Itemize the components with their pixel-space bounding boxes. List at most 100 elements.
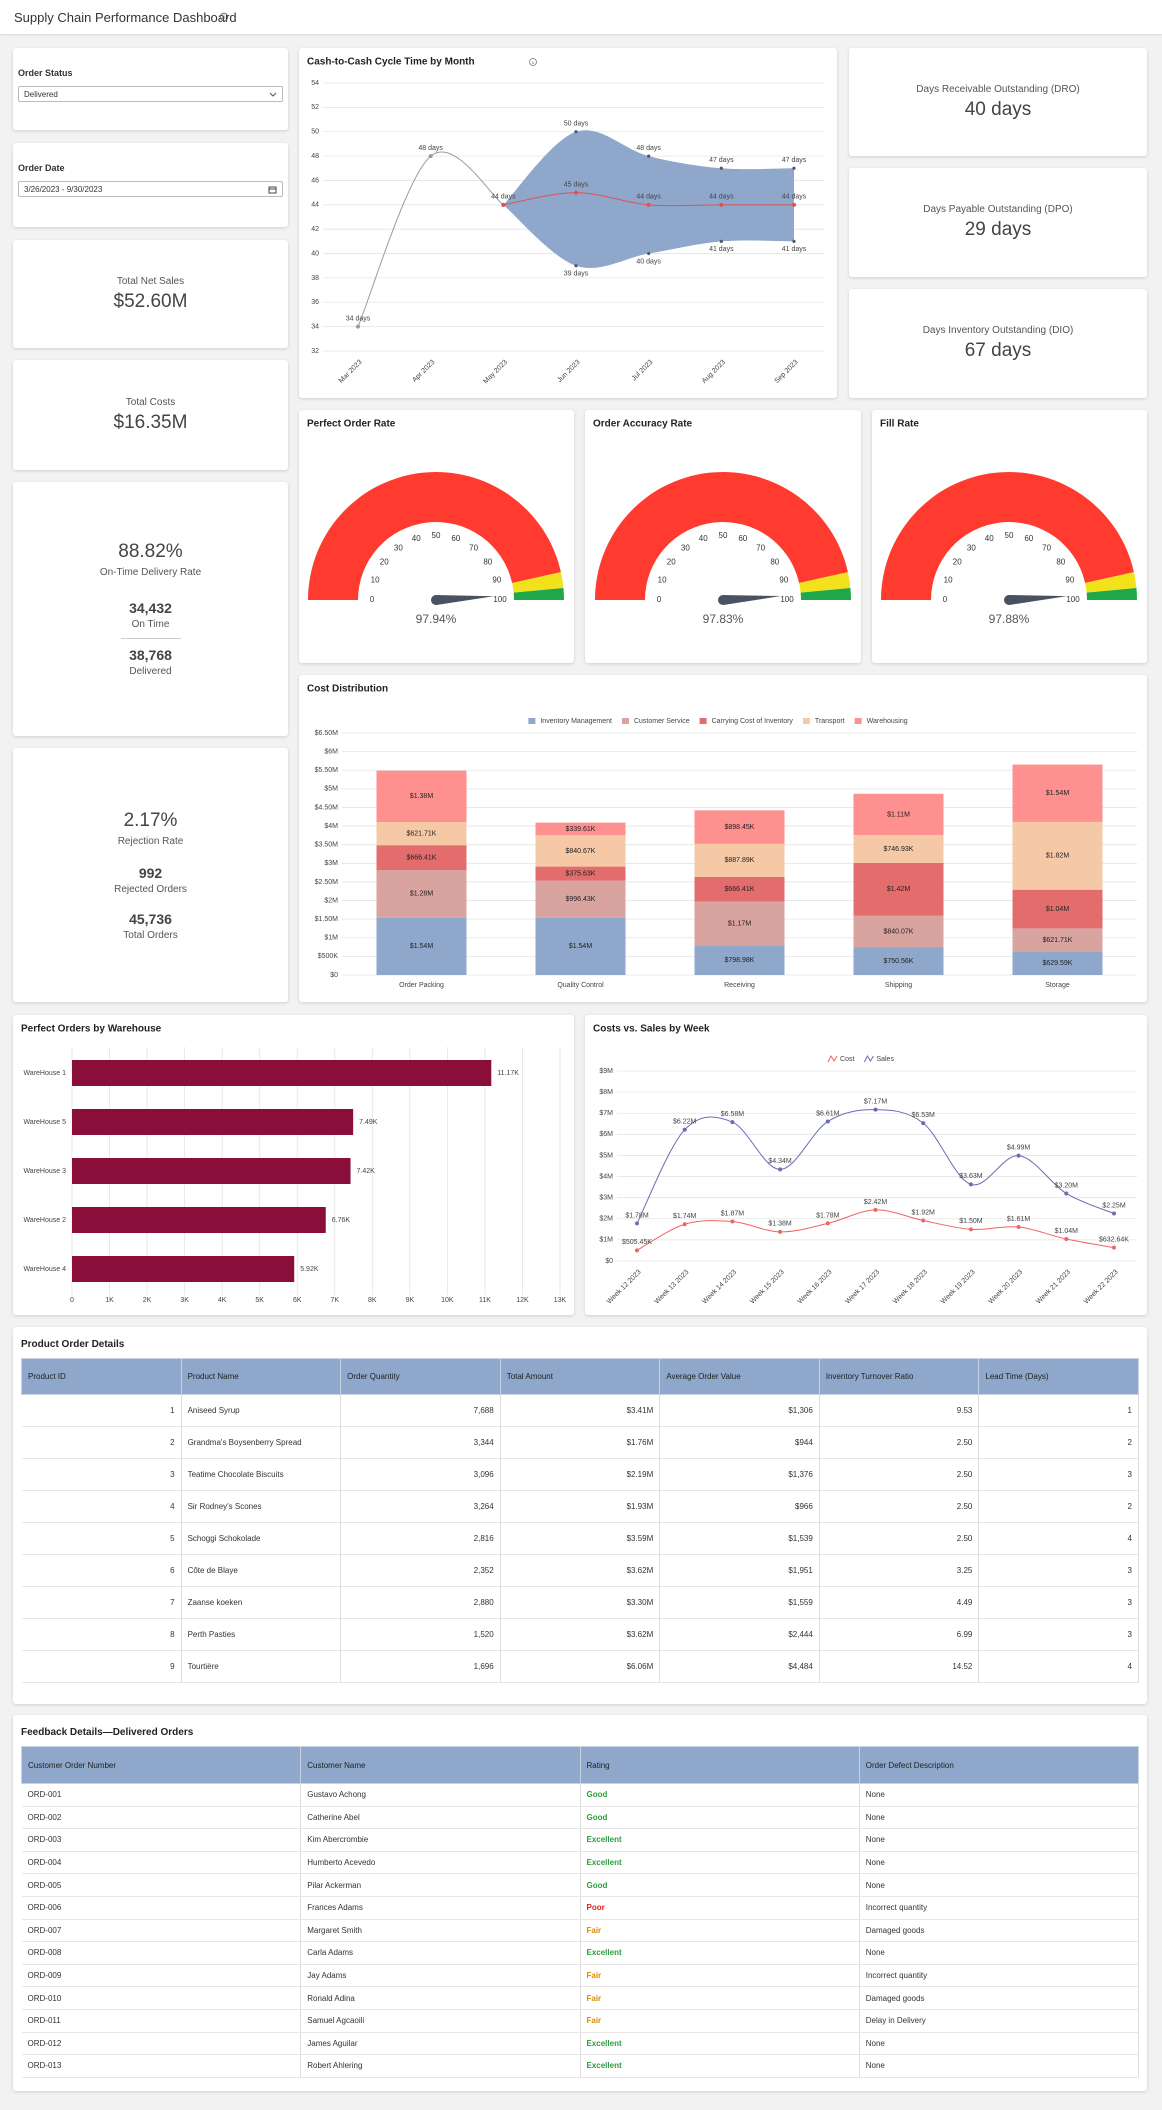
table-title: Product Order Details xyxy=(21,1339,125,1350)
table-row: 2 Grandma's Boysenberry Spread 3,344 $1.76M… xyxy=(21,1426,1139,1459)
column-header: Lead Time (Days) xyxy=(978,1358,1139,1395)
table-row: 9 Tourtière 1,696 $6.06M $4,484 14.52 4 xyxy=(21,1650,1139,1683)
table-cell: Fair xyxy=(580,1964,860,1988)
data-label: $666.41K xyxy=(407,854,437,861)
bar-segment xyxy=(1012,951,1103,975)
x-tick-label: May 2023 xyxy=(482,359,509,386)
legend-icon xyxy=(802,718,810,724)
info-icon xyxy=(219,12,229,22)
table-cell: $2.19M xyxy=(500,1458,661,1491)
data-label: $666.41K xyxy=(725,886,755,893)
table-cell: $966 xyxy=(659,1490,820,1523)
table-cell: 4 xyxy=(978,1650,1139,1683)
table-cell: Ronald Adina xyxy=(300,1986,581,2010)
table-cell: 2.50 xyxy=(819,1490,980,1523)
data-label: $1.92M xyxy=(912,1209,936,1216)
data-label: 45 days xyxy=(564,181,589,188)
gauge-tick-label: 30 xyxy=(681,543,690,552)
x-tick-label: Quality Control xyxy=(557,982,604,989)
gauge-tick-label: 70 xyxy=(1042,543,1051,552)
date-range-input[interactable]: 3/26/2023 - 9/30/2023 xyxy=(18,181,283,197)
data-label: $840.07K xyxy=(884,928,914,935)
table-cell: Pilar Ackerman xyxy=(300,1873,581,1897)
filter-card: Order Status Delivered xyxy=(13,48,288,130)
bar-segment xyxy=(1012,928,1103,952)
gauge-tick-label: 60 xyxy=(1024,534,1033,543)
bar xyxy=(72,1207,326,1233)
table-cell: ORD-006 xyxy=(21,1896,302,1920)
y-tick-label: $3M xyxy=(324,860,338,867)
table-row: ORD-006 Frances Adams Poor Incorrect quanti… xyxy=(21,1896,1140,1920)
table-cell: 3 xyxy=(978,1586,1139,1619)
range-point xyxy=(792,239,796,243)
x-tick-label: 5K xyxy=(255,1297,264,1304)
range-point xyxy=(792,166,796,170)
point xyxy=(873,1107,878,1112)
table-row: ORD-010 Ronald Adina Fair Damaged goods xyxy=(21,1986,1140,2010)
data-label: $3.20M xyxy=(1055,1182,1079,1189)
data-label: $898.45K xyxy=(725,824,755,831)
data-label: $1.87M xyxy=(721,1210,745,1217)
gauge-tick-label: 80 xyxy=(1056,557,1065,566)
range-point xyxy=(719,166,723,170)
table-cell: ORD-002 xyxy=(21,1806,302,1830)
kpi-label: Total Orders xyxy=(123,929,178,941)
point xyxy=(1016,1153,1021,1158)
table-row: ORD-012 James Aguilar Excellent None xyxy=(21,2032,1140,2056)
table-cell: Incorrect quantity xyxy=(859,1896,1140,1920)
data-label: $339.61K xyxy=(566,826,596,833)
data-label: $1.42M xyxy=(887,886,911,893)
data-label: $750.56K xyxy=(884,958,914,965)
x-tick-label: Week 15 2023 xyxy=(749,1269,786,1306)
point xyxy=(778,1167,783,1172)
point xyxy=(873,1207,878,1212)
point xyxy=(719,202,724,207)
point xyxy=(1064,1191,1069,1196)
point xyxy=(921,1218,926,1223)
x-tick-label: 8K xyxy=(368,1297,377,1304)
y-tick-label: $8M xyxy=(599,1089,613,1096)
table-card: Product Order Details Product ID Product … xyxy=(13,1327,1147,1704)
point xyxy=(635,1221,639,1226)
legend-item: Customer Service xyxy=(621,718,690,725)
table-cell: 1 xyxy=(978,1394,1139,1427)
table-cell: 6 xyxy=(21,1554,182,1587)
x-tick-label: Week 20 2023 xyxy=(988,1269,1025,1306)
table-cell: Côte de Blaye xyxy=(181,1554,342,1587)
range-point xyxy=(719,239,723,243)
kpi-value: $16.35M xyxy=(113,411,188,433)
legend-label: Cost xyxy=(840,1056,854,1063)
bar-segment xyxy=(694,843,785,877)
y-tick-label: 40 xyxy=(311,250,319,257)
filter-label: Order Date xyxy=(18,163,65,173)
table-row: ORD-005 Pilar Ackerman Good None xyxy=(21,1873,1140,1897)
table-row: ORD-007 Margaret Smith Fair Damaged goods xyxy=(21,1919,1140,1943)
y-tick-label: $6M xyxy=(324,748,338,755)
x-tick-label: Receiving xyxy=(724,982,755,989)
date-value: 3/26/2023 - 9/30/2023 xyxy=(24,185,103,194)
gauge-tick-label: 100 xyxy=(780,595,794,604)
bar-segment xyxy=(376,845,467,871)
y-tick-label: 32 xyxy=(311,348,319,355)
table-cell: 2.50 xyxy=(819,1426,980,1459)
line xyxy=(357,151,504,327)
gauge-tick-label: 30 xyxy=(394,543,403,552)
order-status-select[interactable]: Delivered xyxy=(18,86,283,102)
point xyxy=(1064,1237,1069,1242)
table-cell: $3.41M xyxy=(500,1394,661,1427)
y-tick-label: 38 xyxy=(311,275,319,282)
table-cell: 2 xyxy=(21,1426,182,1459)
bar-segment xyxy=(376,770,467,823)
point xyxy=(428,154,433,159)
y-tick-label: WareHouse 1 xyxy=(23,1070,66,1077)
chart-title: Order Accuracy Rate xyxy=(593,419,693,430)
bar-segment xyxy=(535,880,626,918)
table-cell: Gustavo Achong xyxy=(300,1783,581,1807)
chart-title: Costs vs. Sales by Week xyxy=(593,1024,710,1035)
table-row: ORD-004 Humberto Acevedo Excellent None xyxy=(21,1851,1140,1875)
x-tick-label: Week 22 2023 xyxy=(1083,1269,1120,1306)
data-label: 6.76K xyxy=(332,1217,351,1224)
data-label: $375.63K xyxy=(566,870,596,877)
bar-segment xyxy=(376,917,467,975)
